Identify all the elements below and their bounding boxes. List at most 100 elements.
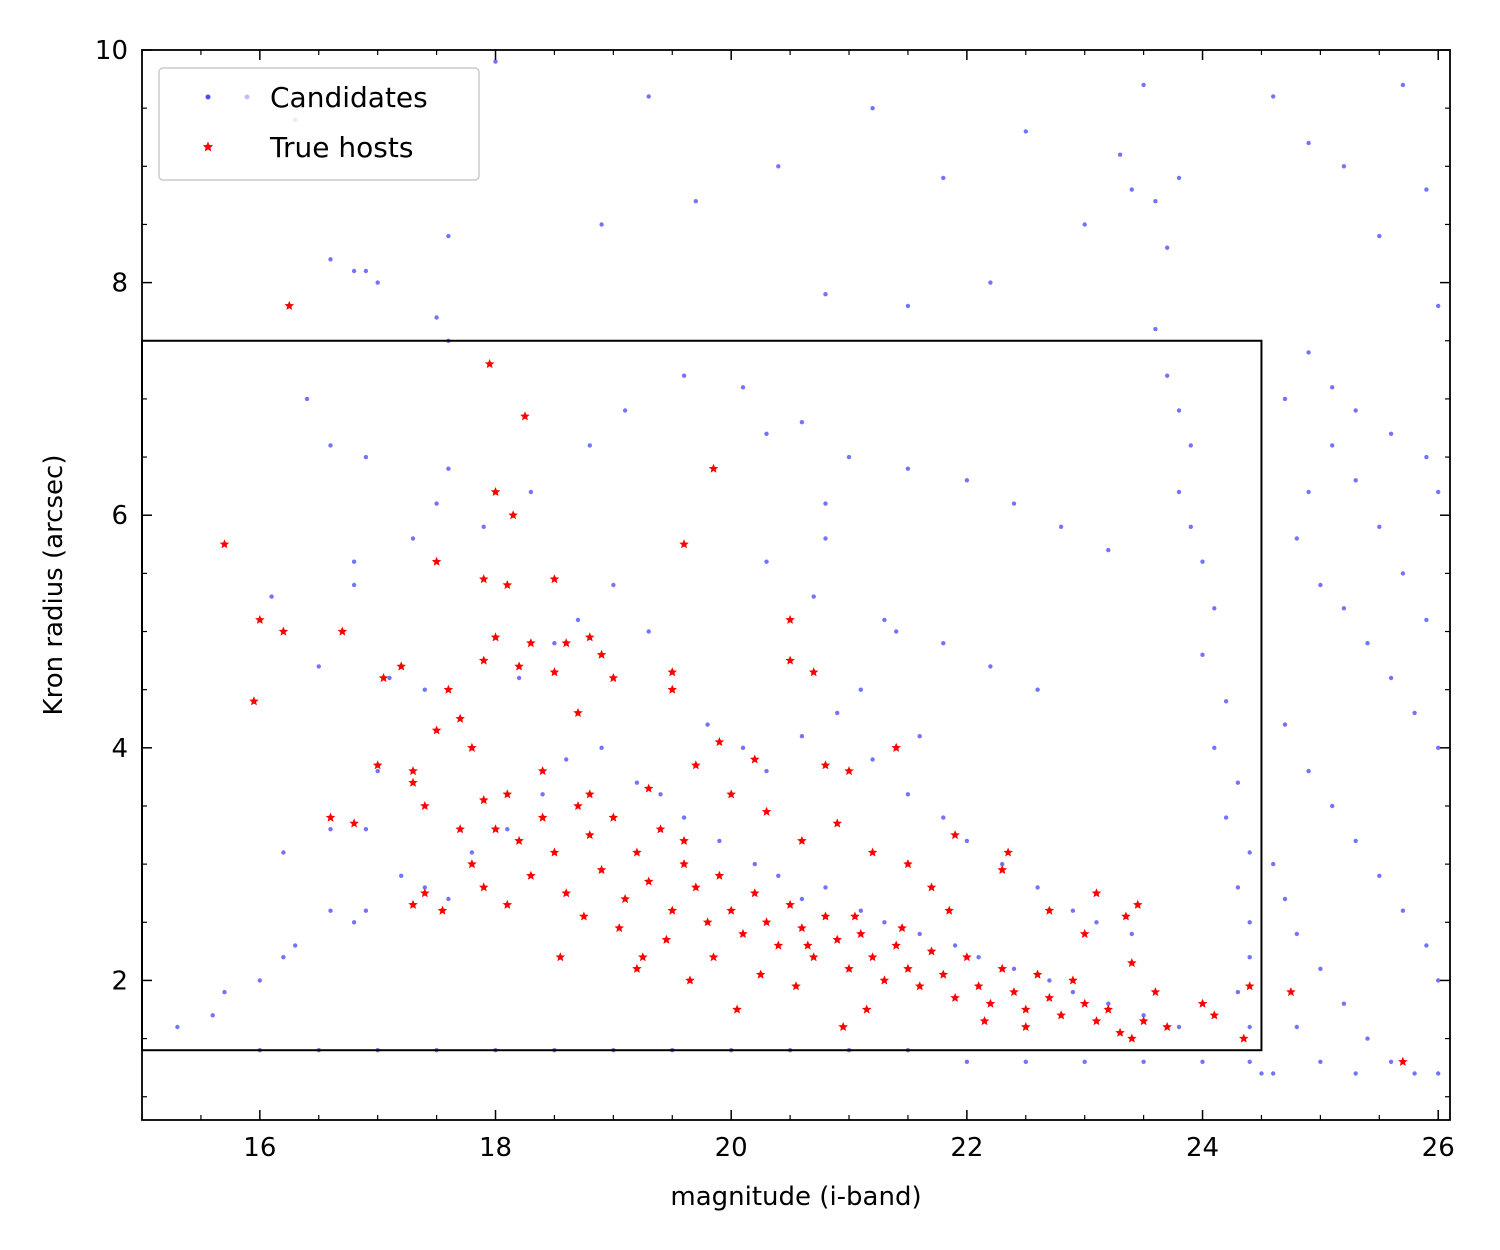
true-host-point (708, 952, 719, 962)
candidate-point (693, 199, 698, 204)
candidate-point (1259, 1071, 1264, 1076)
true-host-point (479, 655, 489, 665)
candidate-point (1306, 489, 1311, 495)
candidate-point (1247, 1024, 1252, 1030)
candidate-point (1306, 140, 1311, 146)
candidate-point (281, 955, 286, 960)
legend-entries: Candidates True hosts (202, 81, 428, 164)
candidate-point (1200, 652, 1205, 657)
true-host-point (820, 911, 831, 921)
candidate-point (964, 478, 970, 483)
candidate-point (1412, 710, 1417, 716)
legend-marker-true-hosts (202, 141, 214, 152)
true-host-point (549, 847, 560, 857)
true-host-point (1056, 1010, 1066, 1020)
true-host-point (903, 859, 913, 869)
candidate-point (1377, 233, 1382, 239)
true-host-point (537, 766, 548, 776)
true-host-point (844, 766, 854, 776)
candidate-point (882, 920, 887, 925)
x-axis-label: magnitude (i-band) (670, 1182, 921, 1212)
candidate-point (752, 861, 757, 867)
true-host-point (620, 894, 630, 904)
true-host-point (1091, 1016, 1102, 1026)
candidate-point (1247, 920, 1252, 925)
candidate-point (976, 955, 981, 960)
candidate-point (740, 385, 746, 390)
candidate-point (1188, 524, 1194, 529)
x-tick-label: 26 (1422, 1133, 1455, 1163)
true-host-point (585, 789, 595, 799)
candidate-point (351, 920, 357, 925)
candidate-point (469, 850, 475, 855)
true-host-point (278, 626, 289, 636)
true-host-point (1009, 987, 1019, 997)
true-host-point (1127, 1033, 1137, 1043)
candidate-point (1176, 1024, 1182, 1030)
true-host-point (643, 783, 654, 793)
candidate-point (823, 501, 828, 506)
true-host-point (691, 760, 701, 770)
candidate-point (528, 489, 534, 495)
candidate-point (387, 675, 392, 681)
true-host-point (1079, 998, 1090, 1008)
x-tick-label: 18 (479, 1133, 512, 1163)
true-host-point (1162, 1022, 1172, 1031)
true-host-point (632, 847, 642, 857)
candidate-point (1271, 94, 1276, 99)
candidate-point (1212, 606, 1217, 611)
candidate-point (375, 768, 380, 774)
true-host-point (284, 300, 295, 310)
true-host-point (861, 1004, 872, 1014)
candidate-point (622, 408, 628, 413)
candidate-point (764, 431, 769, 436)
y-axis-label: Kron radius (arcsec) (39, 455, 69, 716)
candidate-point (375, 280, 380, 285)
true-host-point (431, 556, 442, 566)
true-host-point (479, 795, 489, 805)
candidate-point (304, 396, 310, 402)
candidate-point (1129, 931, 1135, 937)
candidate-point (1424, 187, 1429, 192)
true-host-point (844, 963, 854, 973)
true-host-point (408, 777, 418, 787)
candidate-point (717, 838, 722, 844)
true-host-point (555, 952, 566, 962)
y-tick-label: 8 (111, 269, 128, 299)
true-host-point (608, 673, 619, 683)
true-host-point (785, 899, 795, 909)
candidate-point (599, 222, 604, 227)
candidate-point (328, 908, 333, 913)
candidate-point (858, 687, 863, 692)
candidate-point (776, 873, 781, 878)
plot-frame (141, 49, 1451, 1121)
true-host-point (1021, 1004, 1031, 1014)
candidate-point (1035, 885, 1040, 890)
candidate-point (1318, 1059, 1323, 1065)
true-host-point (1133, 899, 1143, 909)
candidate-point (516, 675, 522, 681)
candidate-point (293, 943, 298, 948)
true-host-point (973, 981, 984, 991)
candidate-point (1247, 1059, 1252, 1065)
candidate-point (1235, 885, 1241, 890)
true-host-point (372, 760, 383, 770)
candidate-point (1094, 920, 1099, 925)
candidate-point (1058, 524, 1064, 529)
candidate-point (1188, 443, 1194, 448)
true-host-point (490, 632, 501, 642)
candidate-point (1117, 152, 1123, 157)
candidate-point (1377, 524, 1382, 529)
candidate-point (952, 943, 958, 948)
candidate-point (1400, 571, 1406, 576)
true-host-point (726, 789, 736, 799)
candidate-point (1165, 373, 1170, 378)
true-host-point (962, 952, 972, 962)
true-host-point (891, 742, 901, 752)
candidate-point (1388, 1059, 1394, 1065)
true-host-point (585, 632, 595, 642)
candidate-point (1294, 1024, 1300, 1030)
candidate-point (540, 792, 545, 797)
candidate-point (446, 896, 451, 902)
